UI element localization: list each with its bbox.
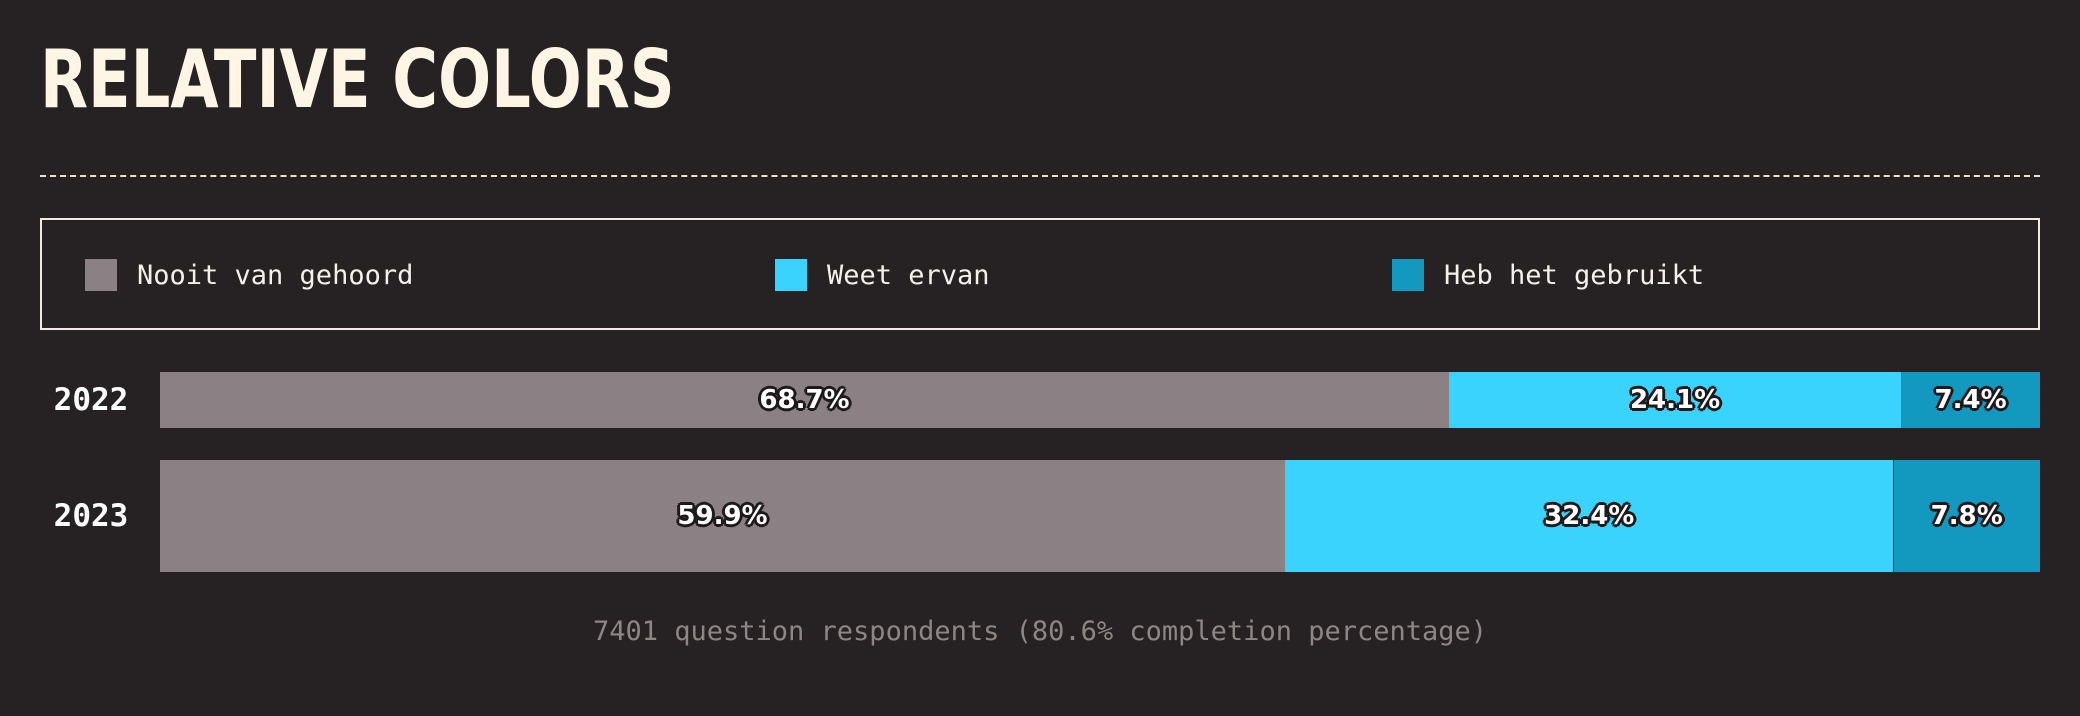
- data-label: 59.9%: [677, 501, 768, 531]
- bar-segment: 32.4%: [1284, 460, 1894, 572]
- dashed-divider: [40, 175, 2040, 177]
- data-label: 32.4%: [1544, 501, 1635, 531]
- legend-swatch: [1392, 259, 1424, 291]
- respondents-footnote: 7401 question respondents (80.6% complet…: [592, 616, 1488, 647]
- legend: Nooit van gehoord Weet ervan Heb het gebru…: [40, 218, 2040, 330]
- data-label: 7.8%: [1930, 501, 2003, 531]
- bar-segment: 59.9%: [160, 460, 1285, 572]
- legend-item: Weet ervan: [775, 258, 990, 292]
- bar-row: 68.7% 24.1% 7.4%: [160, 372, 2040, 428]
- legend-item: Heb het gebruikt: [1392, 258, 1704, 292]
- legend-item: Nooit van gehoord: [85, 258, 413, 292]
- bar-segment: 7.8%: [1893, 460, 2040, 572]
- legend-label: Weet ervan: [827, 259, 990, 291]
- legend-swatch: [85, 259, 117, 291]
- data-label: 68.7%: [759, 385, 850, 415]
- legend-label: Heb het gebruikt: [1444, 259, 1705, 291]
- bar-segment: 7.4%: [1901, 372, 2040, 428]
- data-label: 24.1%: [1629, 385, 1721, 415]
- bar-row: 59.9% 32.4% 7.8%: [160, 460, 2040, 572]
- legend-label: Nooit van gehoord: [137, 259, 414, 291]
- category-label: 2023: [53, 498, 129, 534]
- legend-swatch: [775, 259, 807, 291]
- bar-segment: 24.1%: [1448, 372, 1902, 428]
- category-label: 2022: [53, 382, 129, 418]
- chart-title: RELATIVE COLORS: [40, 33, 675, 126]
- data-label: 7.4%: [1934, 385, 2007, 415]
- bar-segment: 68.7%: [160, 372, 1449, 428]
